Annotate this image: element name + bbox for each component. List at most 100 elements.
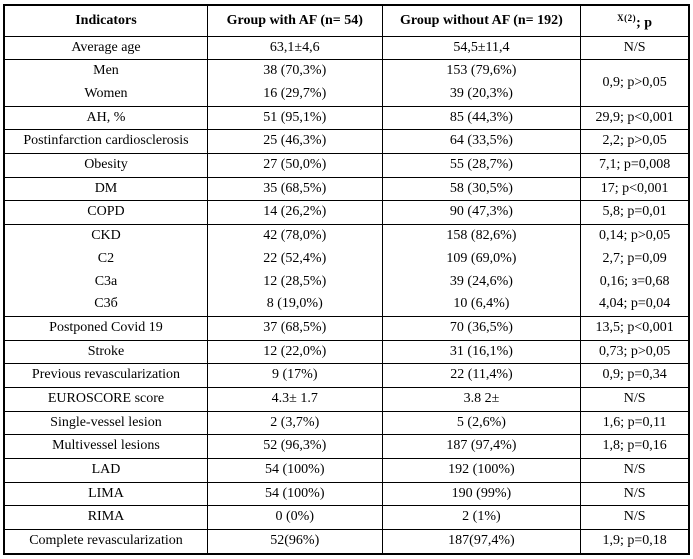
cell-indicator: Complete revascularization [3,529,208,555]
cell-line: 51 (95,1%) [263,109,327,125]
cell-indicator: Postinfarction cardiosclerosis [3,129,208,155]
cell-line: N/S [623,509,646,525]
cell-stat: 5,8; p=0,01 [580,200,690,226]
cell-indicator: Stroke [3,339,208,365]
cell-stat: 0,9; p=0,34 [580,363,690,388]
cell-indicator: Average age [3,35,208,61]
cell-group-af: 9 (17%) [206,363,383,388]
cell-line: LAD [91,462,121,478]
cell-line: 5,8; p=0,01 [602,204,667,220]
cell-line: 109 (69,0%) [446,250,517,266]
cell-group-af: 37 (68,5%) [206,315,383,341]
cell-group-af: 54 (100%) [206,458,383,483]
comparison-table: Indicators Group with AF (n= 54) Group w… [3,4,690,555]
cell-group-af: 54 (100%) [206,481,383,507]
cell-indicator: Obesity [3,153,208,178]
cell-group-no-af: 31 (16,1%) [381,339,582,365]
cell-line: 1,6; p=0,11 [602,414,667,430]
cell-group-no-af: 22 (11,4%) [381,363,582,388]
cell-stat: N/S [580,386,690,412]
cell-group-no-af: 2 (1%) [381,505,582,531]
cell-stat: 17; p<0,001 [580,176,690,202]
cell-indicator: EUROSCORE score [3,386,208,412]
cell-stat: 2,2; p>0,05 [580,129,690,155]
cell-line: Previous revascularization [31,367,181,383]
cell-line: 29,9; p<0,001 [595,109,674,125]
cell-stat: N/S [580,458,690,483]
cell-line: Single-vessel lesion [50,414,162,430]
table-row: Men Women 38 (70,3%) 16 (29,7%) 153 (79,6%) 3… [3,59,690,107]
table-row: CKD C2 C3a C3б 42 (78,0%) 22 (52,4%) 12 (28,5%… [3,224,690,317]
cell-line: COPD [87,204,125,220]
cell-line: 0,16; з=0,68 [599,273,670,289]
cell-line: 22 (11,4%) [450,367,513,383]
cell-group-af: 63,1±4,6 [206,35,383,61]
cell-group-no-af: 5 (2,6%) [381,410,582,436]
cell-line: 2,7; p=0,09 [602,250,667,266]
cell-group-no-af: 90 (47,3%) [381,200,582,226]
cell-line: 42 (78,0%) [263,228,327,244]
cell-line: 1,9; p=0,18 [602,533,667,549]
header-indicators: Indicators [3,4,208,37]
header-group-with-af: Group with AF (n= 54) [206,4,383,37]
cell-group-no-af: 187(97,4%) [381,529,582,555]
cell-line: 2 (3,7%) [270,414,320,430]
cell-line: 0,14; p>0,05 [598,228,671,244]
cell-line: 35 (68,5%) [263,180,327,196]
cell-group-no-af: 153 (79,6%) 39 (20,3%) [381,59,582,107]
cell-group-no-af: 64 (33,5%) [381,129,582,155]
cell-line: 0,9; p>0,05 [602,74,667,90]
table-row: Single-vessel lesion 2 (3,7%) 5 (2,6%) 1,6;… [3,410,690,436]
cell-line: 39 (24,6%) [449,273,513,289]
table-row: Postinfarction cardiosclerosis 25 (46,3%)… [3,129,690,155]
cell-indicator: Men Women [3,59,208,107]
cell-indicator: LAD [3,458,208,483]
cell-indicator: DM [3,176,208,202]
cell-line: 58 (30,5%) [449,180,513,196]
cell-indicator: AH, % [3,105,208,131]
table-row: AH, % 51 (95,1%) 85 (44,3%) 29,9; p<0,001 [3,105,690,131]
cell-group-no-af: 85 (44,3%) [381,105,582,131]
cell-line: 52 (96,3%) [263,438,327,454]
cell-line: C3б [94,296,118,312]
cell-line: 64 (33,5%) [449,133,513,149]
table-row: Postponed Covid 19 37 (68,5%) 70 (36,5%) 13… [3,315,690,341]
cell-group-af: 4.3± 1.7 [206,386,383,412]
cell-line: DM [94,180,118,196]
table-row: Multivessel lesions 52 (96,3%) 187 (97,4%)… [3,434,690,460]
header-row: Indicators Group with AF (n= 54) Group w… [3,4,690,37]
cell-line: C2 [97,250,115,266]
cell-line: 4.3± 1.7 [271,390,318,406]
cell-line: 37 (68,5%) [263,319,327,335]
cell-line: 10 (6,4%) [453,296,510,312]
cell-line: 17; p<0,001 [600,180,669,196]
cell-group-af: 52(96%) [206,529,383,555]
cell-line: 153 (79,6%) [446,63,517,79]
cell-stat: 0,73; p>0,05 [580,339,690,365]
header-group-without-af: Group without AF (n= 192) [381,4,582,37]
cell-line: Complete revascularization [29,533,183,549]
cell-line: 27 (50,0%) [263,157,327,173]
cell-line: 2 (1%) [462,509,501,525]
table-row: COPD 14 (26,2%) 90 (47,3%) 5,8; p=0,01 [3,200,690,226]
cell-group-no-af: 54,5±11,4 [381,35,582,61]
cell-group-no-af: 158 (82,6%) 109 (69,0%) 39 (24,6%) 10 (6,4%… [381,224,582,317]
cell-line: 9 (17%) [272,367,318,383]
cell-group-af: 42 (78,0%) 22 (52,4%) 12 (28,5%) 8 (19,0%) [206,224,383,317]
cell-line: 14 (26,2%) [263,204,327,220]
cell-indicator: Single-vessel lesion [3,410,208,436]
cell-stat: 29,9; p<0,001 [580,105,690,131]
cell-line: 85 (44,3%) [449,109,513,125]
cell-group-no-af: 55 (28,7%) [381,153,582,178]
cell-group-af: 14 (26,2%) [206,200,383,226]
cell-group-no-af: 192 (100%) [381,458,582,483]
cell-group-af: 27 (50,0%) [206,153,383,178]
cell-line: 187(97,4%) [448,533,515,549]
cell-indicator: Multivessel lesions [3,434,208,460]
table-row: Stroke 12 (22,0%) 31 (16,1%) 0,73; p>0,05 [3,339,690,365]
cell-line: 2,2; p>0,05 [602,133,667,149]
cell-line: CKD [91,228,121,244]
cell-line: Stroke [87,343,125,359]
cell-line: 12 (28,5%) [263,273,327,289]
cell-line: 25 (46,3%) [263,133,327,149]
